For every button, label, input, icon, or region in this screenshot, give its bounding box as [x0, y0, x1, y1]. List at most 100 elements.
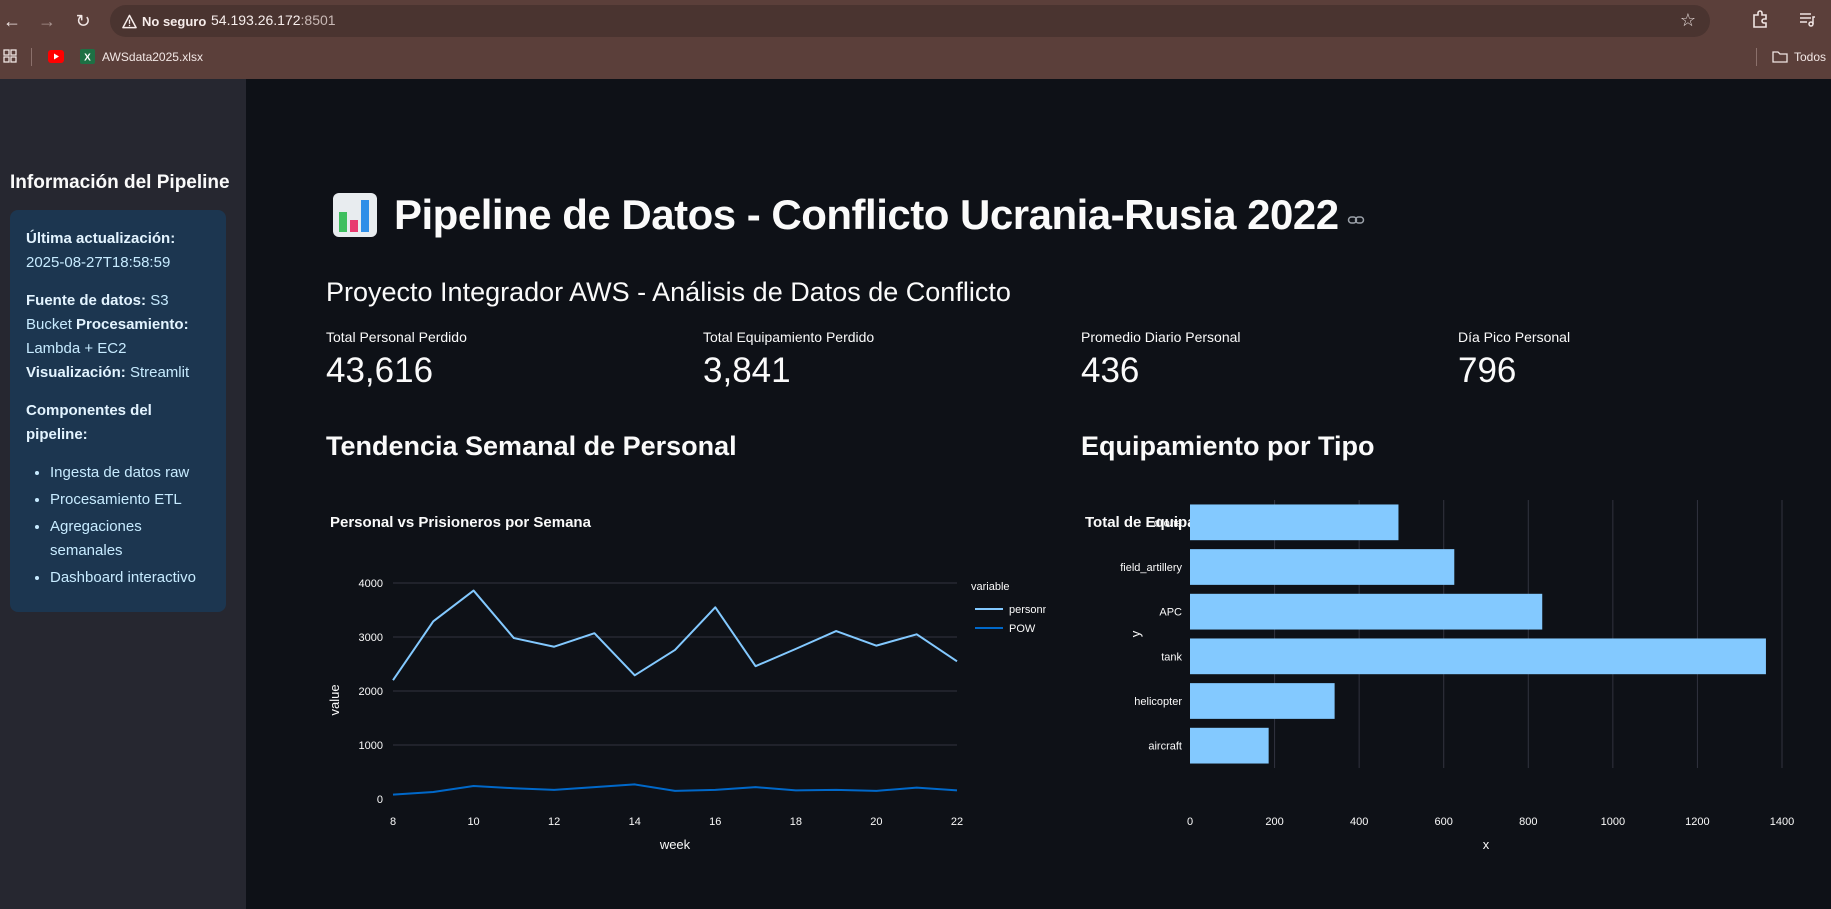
metric-total-equipment: Total Equipamiento Perdido 3,841	[703, 329, 874, 391]
page-title: Pipeline de Datos - Conflicto Ucrania-Ru…	[332, 191, 1365, 239]
series-line-personnel	[392, 589, 958, 681]
x-tick-label: 8	[390, 816, 396, 828]
sidebar-title: Información del Pipeline	[10, 172, 230, 193]
y-tick-label: aircraft	[1148, 741, 1182, 753]
x-tick-label: 14	[629, 816, 641, 828]
x-tick-label: 16	[709, 816, 721, 828]
y-tick-label: helicopter	[1134, 696, 1182, 708]
browser-toolbar: ← → ↻ No seguro 54.193.26.172:8501 ☆	[0, 0, 1831, 42]
bar-helicopter	[1190, 683, 1335, 719]
url-port: :8501	[300, 12, 336, 28]
sidebar: Información del Pipeline Última actualiz…	[0, 79, 246, 909]
list-item: Ingesta de datos raw	[50, 461, 210, 485]
bookmarks-bar: X AWSdata2025.xlsx Todos	[0, 44, 1831, 70]
title-text: Pipeline de Datos - Conflicto Ucrania-Ru…	[394, 191, 1339, 238]
processing-value: Lambda + EC2	[26, 340, 127, 357]
metric-peak-day: Día Pico Personal 796	[1458, 329, 1570, 391]
metric-label: Día Pico Personal	[1458, 329, 1571, 345]
y-tick-label: 0	[377, 794, 383, 806]
last-update-label: Última actualización:	[26, 230, 176, 247]
y-tick-label: 1000	[359, 740, 383, 752]
all-bookmarks-label[interactable]: Todos	[1794, 50, 1827, 64]
apps-grid-icon[interactable]	[3, 49, 17, 63]
components-list: Ingesta de datos raw Procesamiento ETL A…	[50, 461, 210, 590]
y-axis-label: y	[1128, 630, 1143, 637]
security-label: No seguro	[142, 13, 207, 29]
components-label: Componentes del pipeline:	[26, 402, 152, 443]
main-content: Pipeline de Datos - Conflicto Ucrania-Ru…	[246, 79, 1831, 909]
legend-label: personnel	[1009, 604, 1046, 616]
bar-aircraft	[1190, 727, 1269, 764]
y-tick-label: 2000	[359, 686, 383, 698]
youtube-icon[interactable]	[48, 50, 64, 63]
x-tick-label: 1200	[1685, 816, 1709, 828]
page-subtitle: Proyecto Integrador AWS - Análisis de Da…	[326, 277, 1011, 307]
metric-daily-average: Promedio Diario Personal 436	[1081, 329, 1241, 391]
visualization-value: Streamlit	[129, 364, 190, 381]
section-equipment-type: Equipamiento por Tipo	[1081, 431, 1375, 461]
y-tick-label: 3000	[359, 632, 383, 644]
bar-chart[interactable]: 0 200 400 600 800 1000 1200 1400 drone field_arti…	[1046, 79, 1831, 909]
metric-value: 3,841	[703, 351, 791, 390]
y-tick-label: 4000	[359, 578, 383, 590]
legend-title: variable	[971, 581, 1010, 593]
visualization-label: Visualización:	[26, 364, 126, 381]
browser-chrome: ← → ↻ No seguro 54.193.26.172:8501 ☆ X A…	[0, 0, 1831, 79]
warning-icon	[122, 14, 137, 28]
line-chart-title: Personal vs Prisioneros por Semana	[330, 514, 591, 531]
bar-field_artillery	[1190, 549, 1455, 585]
y-tick-label: drone	[1154, 517, 1182, 529]
list-item: Agregaciones semanales	[50, 515, 210, 563]
x-tick-label: 1400	[1770, 816, 1794, 828]
last-update-block: Última actualización: 2025-08-27T18:58:59	[26, 227, 210, 275]
legend-label: POW	[1009, 623, 1036, 635]
bar-APC	[1190, 593, 1543, 630]
metric-value: 436	[1081, 351, 1140, 390]
metric-value: 796	[1458, 351, 1517, 390]
anchor-link-icon[interactable]	[1347, 211, 1365, 229]
metric-label: Total Equipamiento Perdido	[703, 329, 875, 345]
url-text[interactable]: 54.193.26.172:8501	[211, 12, 336, 28]
x-tick-label: 400	[1350, 816, 1368, 828]
x-tick-label: 200	[1265, 816, 1283, 828]
series-line-POW	[392, 783, 958, 796]
forward-arrow-icon[interactable]: →	[38, 11, 56, 31]
x-tick-label: 800	[1519, 816, 1537, 828]
address-bar[interactable]: No seguro 54.193.26.172:8501 ☆	[110, 5, 1710, 37]
x-tick-label: 1000	[1601, 816, 1625, 828]
x-tick-label: 18	[790, 816, 802, 828]
bookmark-awsdata[interactable]: AWSdata2025.xlsx	[102, 50, 203, 64]
metric-label: Promedio Diario Personal	[1081, 329, 1241, 345]
security-chip[interactable]: No seguro	[118, 11, 212, 31]
section-weekly-trend: Tendencia Semanal de Personal	[326, 431, 737, 461]
media-list-icon[interactable]	[1797, 9, 1817, 29]
source-value: S3 Bucket	[26, 292, 169, 333]
url-host: 54.193.26.172	[211, 12, 301, 28]
bar-chart-emoji-icon	[333, 193, 377, 237]
y-axis-label: value	[327, 684, 342, 715]
list-item: Dashboard interactivo	[50, 566, 210, 590]
bookmark-star-icon[interactable]: ☆	[1679, 10, 1696, 30]
bookmark-separator	[1756, 48, 1757, 66]
folder-icon	[1772, 51, 1788, 63]
x-axis-label: x	[1483, 837, 1490, 852]
x-tick-label: 600	[1435, 816, 1453, 828]
bookmark-separator	[31, 48, 32, 66]
back-arrow-icon[interactable]: ←	[3, 11, 21, 31]
reload-icon[interactable]: ↻	[75, 11, 91, 31]
pipeline-stack-block: Fuente de datos: S3 Bucket Procesamiento…	[26, 289, 210, 385]
line-chart[interactable]: 0 1000 2000 3000 4000 8 10 12 14 16 18 20 22 week valu…	[246, 79, 1046, 909]
last-update-value: 2025-08-27T18:58:59	[26, 254, 171, 271]
pipeline-info-box: Última actualización: 2025-08-27T18:58:59…	[10, 210, 226, 612]
metric-total-personnel: Total Personal Perdido 43,616	[326, 329, 467, 391]
components-heading: Componentes del pipeline:	[26, 399, 210, 447]
extensions-icon[interactable]	[1750, 9, 1770, 29]
bar-drone	[1190, 504, 1399, 541]
y-tick-label: APC	[1159, 607, 1182, 619]
excel-file-icon: X	[80, 49, 95, 64]
processing-label: Procesamiento:	[76, 316, 189, 333]
x-tick-label: 0	[1187, 816, 1193, 828]
x-tick-label: 22	[951, 816, 963, 828]
y-tick-label: field_artillery	[1120, 562, 1182, 574]
x-axis-label: week	[659, 837, 691, 852]
